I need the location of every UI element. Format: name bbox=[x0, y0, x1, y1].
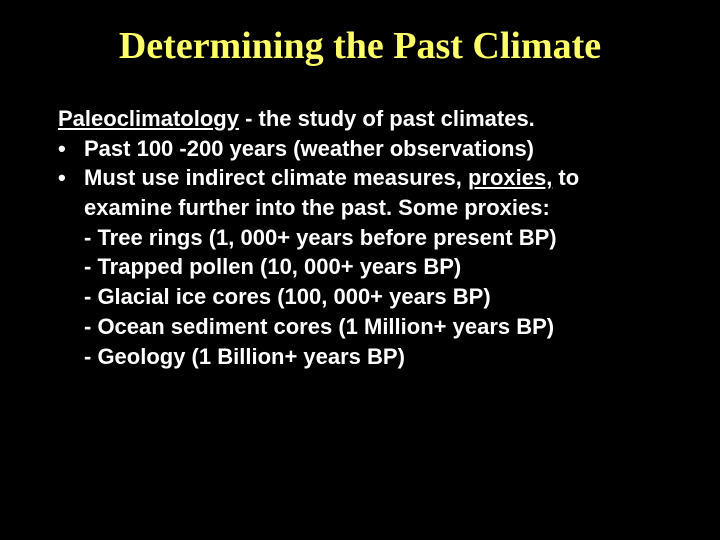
bullet-text: Must use indirect climate measures, prox… bbox=[84, 163, 670, 222]
sub-item: - Geology (1 Billion+ years BP) bbox=[84, 342, 670, 372]
slide: Determining the Past Climate Paleoclimat… bbox=[0, 0, 720, 540]
bullet-prefix: Must use indirect climate measures, bbox=[84, 165, 468, 190]
sub-list: - Tree rings (1, 000+ years before prese… bbox=[58, 223, 670, 371]
bullet-item: • Past 100 -200 years (weather observati… bbox=[58, 134, 670, 164]
intro-definition: - the study of past climates. bbox=[239, 106, 535, 131]
bullet-marker: • bbox=[58, 134, 84, 164]
bullet-item: • Must use indirect climate measures, pr… bbox=[58, 163, 670, 222]
bullet-text: Past 100 -200 years (weather observation… bbox=[84, 134, 670, 164]
sub-item: - Tree rings (1, 000+ years before prese… bbox=[84, 223, 670, 253]
sub-item: - Ocean sediment cores (1 Million+ years… bbox=[84, 312, 670, 342]
sub-item: - Trapped pollen (10, 000+ years BP) bbox=[84, 252, 670, 282]
intro-line: Paleoclimatology - the study of past cli… bbox=[58, 104, 670, 134]
bullet-underlined: proxies, bbox=[468, 165, 552, 190]
sub-item: - Glacial ice cores (100, 000+ years BP) bbox=[84, 282, 670, 312]
slide-body: Paleoclimatology - the study of past cli… bbox=[0, 76, 720, 371]
bullet-marker: • bbox=[58, 163, 84, 222]
slide-title: Determining the Past Climate bbox=[0, 0, 720, 76]
intro-term: Paleoclimatology bbox=[58, 106, 239, 131]
